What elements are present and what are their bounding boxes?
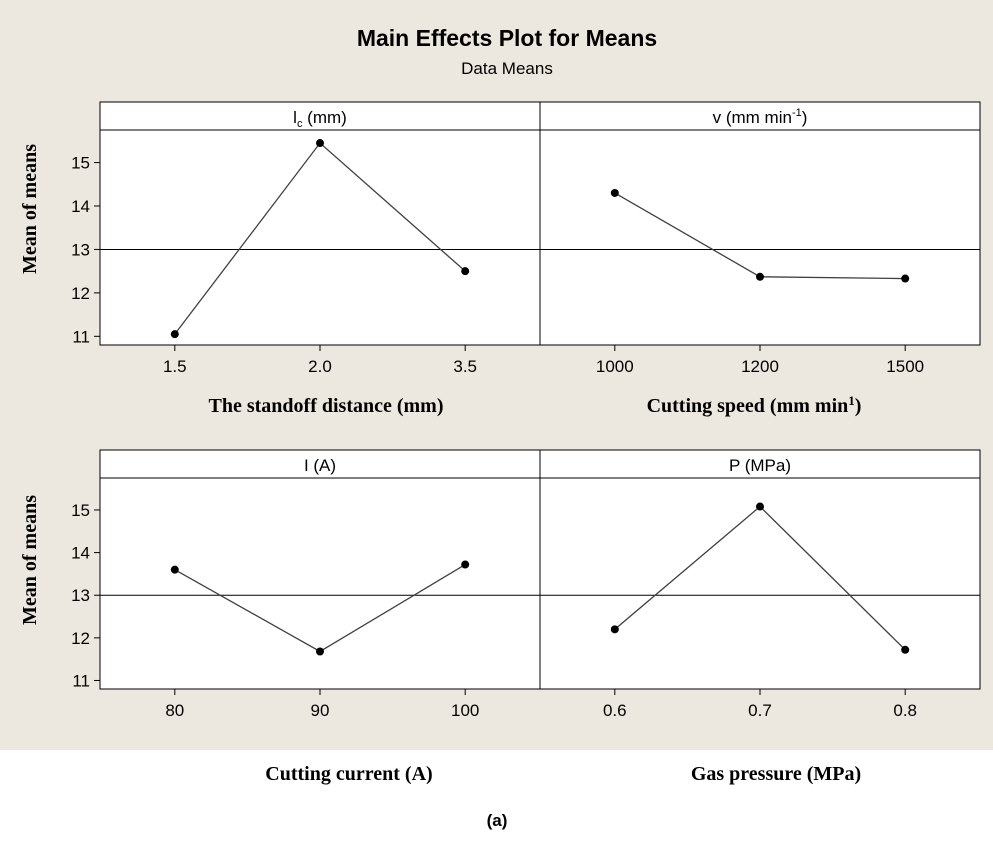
x-tick-label-current: 100 xyxy=(451,701,479,720)
data-point-standoff xyxy=(170,330,179,339)
data-point-pressure xyxy=(756,502,764,511)
data-point-pressure xyxy=(610,625,619,634)
x-tick-label-standoff: 1.5 xyxy=(163,357,187,376)
y-axis-title-row2: Mean of means xyxy=(19,495,41,625)
x-tick-label-pressure: 0.7 xyxy=(748,701,772,720)
x-axis-title-speed: Cutting speed (mm min1) xyxy=(647,393,862,417)
y-tick-label-current: 13 xyxy=(71,586,90,605)
data-point-pressure xyxy=(901,645,910,654)
panel-title-speed: v (mm min-1) xyxy=(713,107,808,127)
figure-caption: (a) xyxy=(487,811,508,830)
data-point-speed xyxy=(756,272,764,281)
row2-frame xyxy=(99,449,981,690)
data-point-standoff xyxy=(461,267,470,276)
data-point-speed xyxy=(610,188,619,197)
data-point-current xyxy=(170,565,179,574)
y-tick-label-current: 12 xyxy=(71,629,90,648)
row1-frame xyxy=(99,101,981,346)
panel-title-standoff: lc (mm) xyxy=(293,108,347,130)
y-tick-label-current: 14 xyxy=(71,544,90,563)
y-tick-label-current: 15 xyxy=(71,501,90,520)
x-axis-title-pressure: Gas pressure (MPa) xyxy=(691,763,861,785)
x-tick-label-standoff: 2.0 xyxy=(308,357,332,376)
x-tick-label-standoff: 3.5 xyxy=(453,357,477,376)
data-point-standoff xyxy=(316,139,324,148)
y-tick-label-standoff: 15 xyxy=(71,154,90,173)
x-axis-title-current: Cutting current (A) xyxy=(265,763,432,785)
y-tick-label-standoff: 14 xyxy=(71,197,90,216)
y-tick-label-current: 11 xyxy=(72,671,90,690)
x-tick-label-speed: 1200 xyxy=(741,357,779,376)
x-tick-label-current: 80 xyxy=(165,701,184,720)
y-tick-label-standoff: 13 xyxy=(71,240,90,259)
y-tick-label-standoff: 12 xyxy=(71,284,90,303)
data-point-current xyxy=(316,647,324,656)
x-tick-label-speed: 1500 xyxy=(886,357,924,376)
panel-title-current: I (A) xyxy=(304,456,336,475)
x-tick-label-pressure: 0.8 xyxy=(893,701,917,720)
x-tick-label-pressure: 0.6 xyxy=(603,701,627,720)
panel-title-pressure: P (MPa) xyxy=(729,456,791,475)
x-tick-label-current: 90 xyxy=(311,701,330,720)
data-point-speed xyxy=(901,274,910,283)
y-tick-label-standoff: 11 xyxy=(72,327,90,346)
x-tick-label-speed: 1000 xyxy=(596,357,634,376)
x-axis-title-standoff: The standoff distance (mm) xyxy=(209,395,444,417)
figure-subtitle: Data Means xyxy=(461,59,553,78)
y-axis-title-row1: Mean of means xyxy=(19,144,41,274)
data-point-current xyxy=(461,560,470,569)
chart-marks: 11 12 13 14 15 1.5 2.0 3.5 1000 1200 1500 11 12 13 14 1… xyxy=(71,139,980,720)
figure-title: Main Effects Plot for Means xyxy=(357,25,657,51)
